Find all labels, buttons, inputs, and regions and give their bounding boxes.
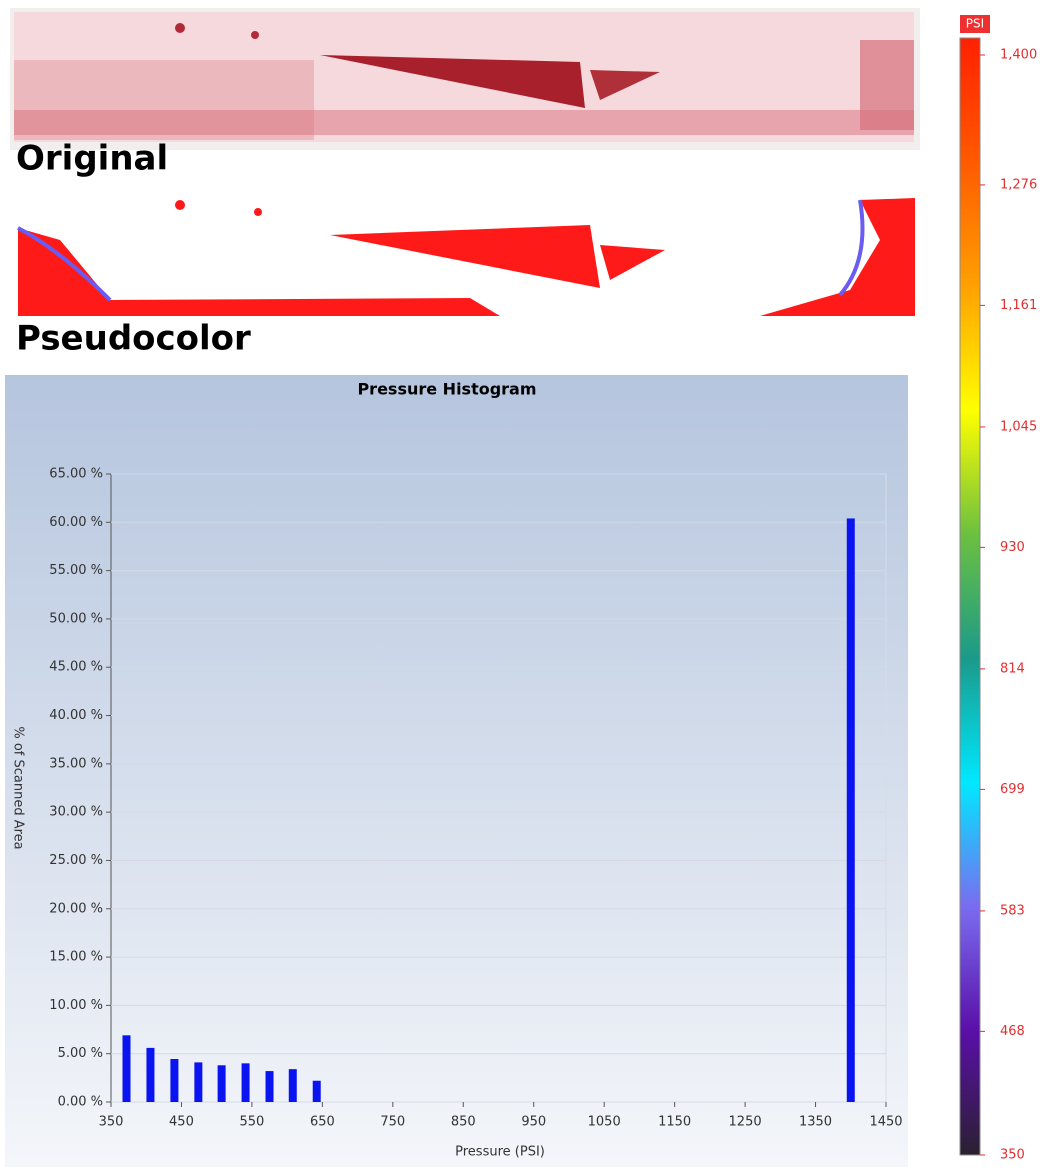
bar (170, 1059, 179, 1102)
x-tick-label: 850 (451, 1115, 476, 1130)
bar (241, 1063, 250, 1102)
y-tick-label: 50.00 % (49, 611, 103, 626)
y-tick-label: 35.00 % (49, 756, 103, 771)
x-tick-label: 550 (239, 1115, 264, 1130)
colorbar-tick-label: 814 (1000, 661, 1025, 676)
y-tick-label: 25.00 % (49, 853, 103, 868)
y-tick-label: 55.00 % (49, 563, 103, 578)
chart-title: Pressure Histogram (357, 380, 536, 399)
bar (122, 1035, 131, 1102)
colorbar-tick-label: 699 (1000, 782, 1025, 797)
colorbar-title-box (960, 15, 990, 33)
bar (194, 1062, 203, 1102)
x-tick-label: 1350 (799, 1115, 832, 1130)
x-tick-label: 1150 (658, 1115, 691, 1130)
colorbar-tick-label: 350 (1000, 1148, 1025, 1163)
original-image (10, 8, 920, 150)
y-tick-label: 65.00 % (49, 467, 103, 482)
colorbar (959, 37, 981, 1156)
x-tick-label: 1250 (729, 1115, 762, 1130)
chart-panel (5, 375, 908, 1167)
x-axis-label: Pressure (PSI) (455, 1145, 545, 1160)
y-tick-label: 60.00 % (49, 515, 103, 530)
x-tick-label: 950 (521, 1115, 546, 1130)
y-tick-label: 5.00 % (58, 1046, 103, 1061)
original-label: Original (16, 139, 168, 179)
x-tick-label: 450 (169, 1115, 194, 1130)
colorbar-tick-label: 1,161 (1000, 298, 1037, 313)
y-tick-label: 30.00 % (49, 805, 103, 820)
x-tick-label: 1050 (588, 1115, 621, 1130)
x-tick-label: 1450 (869, 1115, 902, 1130)
colorbar-tick-label: 1,276 (1000, 177, 1037, 192)
x-tick-label: 350 (99, 1115, 124, 1130)
y-axis-label: % of Scanned Area (11, 726, 26, 849)
colorbar-tick-label: 468 (1000, 1024, 1025, 1039)
pseudocolor-image (15, 190, 918, 320)
y-tick-label: 20.00 % (49, 901, 103, 916)
y-tick-label: 40.00 % (49, 708, 103, 723)
x-tick-label: 650 (310, 1115, 335, 1130)
colorbar-tick-label: 930 (1000, 540, 1025, 555)
x-tick-label: 750 (380, 1115, 405, 1130)
y-tick-label: 10.00 % (49, 998, 103, 1013)
bar (288, 1069, 297, 1102)
pseudocolor-label: Pseudocolor (16, 319, 251, 359)
colorbar-tick-label: 583 (1000, 903, 1025, 918)
y-tick-label: 45.00 % (49, 660, 103, 675)
y-tick-label: 0.00 % (58, 1095, 103, 1110)
bar (265, 1071, 274, 1102)
colorbar-tick-label: 1,045 (1000, 419, 1037, 434)
bar (146, 1047, 155, 1102)
y-tick-label: 15.00 % (49, 950, 103, 965)
colorbar-title: PSI (966, 17, 984, 31)
bar (312, 1080, 321, 1102)
bar (846, 518, 855, 1102)
colorbar-tick-label: 1,400 (1000, 48, 1037, 63)
bar (217, 1065, 226, 1102)
